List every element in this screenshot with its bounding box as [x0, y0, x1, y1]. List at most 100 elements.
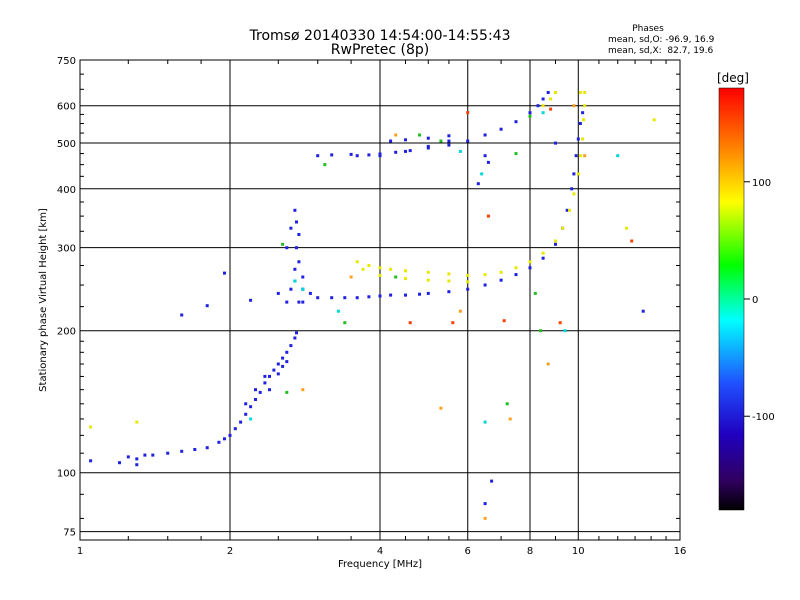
data-point: [630, 239, 634, 243]
x-tick-label: 10: [572, 546, 585, 557]
data-point: [289, 344, 293, 348]
data-point: [616, 154, 620, 158]
data-point: [581, 111, 585, 115]
data-point: [143, 453, 147, 457]
data-point: [378, 154, 382, 158]
data-point: [418, 133, 421, 137]
data-point: [486, 160, 490, 164]
data-point: [541, 104, 545, 108]
data-point: [258, 390, 262, 394]
phase-stats-o-line: mean, sd,O: -96.9, 16.9: [608, 35, 715, 45]
x-tick-label: 4: [377, 546, 383, 557]
data-point: [505, 402, 509, 406]
data-point: [205, 446, 209, 450]
data-point: [289, 287, 293, 291]
phase-stats-heading: Phases: [632, 24, 664, 34]
data-point: [180, 449, 184, 453]
colorbar-tick-label: 100: [752, 178, 771, 189]
data-point: [528, 266, 532, 270]
data-point: [502, 319, 506, 323]
data-point: [297, 260, 301, 264]
data-point: [576, 172, 580, 176]
data-point: [483, 133, 487, 137]
data-point: [426, 144, 430, 148]
data-point: [439, 139, 443, 143]
data-point: [223, 437, 226, 441]
data-point: [217, 440, 221, 444]
data-point: [295, 246, 298, 250]
data-point: [499, 127, 503, 131]
data-point: [426, 136, 430, 140]
data-point: [514, 273, 518, 277]
y-tick-label: 600: [57, 102, 76, 113]
data-point: [483, 283, 487, 287]
data-point: [308, 291, 312, 295]
data-point: [285, 360, 289, 364]
data-point: [426, 146, 430, 150]
data-point: [355, 260, 359, 264]
data-point: [239, 420, 243, 424]
data-point: [268, 374, 271, 378]
data-point: [404, 293, 407, 297]
data-point: [293, 336, 297, 340]
data-point: [558, 321, 562, 325]
y-tick-label: 750: [57, 56, 76, 67]
data-point: [554, 91, 557, 94]
data-point: [565, 208, 569, 212]
data-point: [316, 296, 320, 300]
data-point: [641, 309, 645, 313]
data-point: [568, 208, 571, 212]
data-point: [394, 150, 398, 154]
colorbar-tick-label: -100: [752, 412, 775, 423]
data-point: [541, 251, 545, 255]
data-point: [466, 139, 470, 143]
y-tick-label: 75: [63, 528, 76, 539]
data-point: [528, 260, 532, 264]
data-point: [466, 273, 470, 277]
data-point: [483, 420, 487, 424]
data-point: [289, 226, 293, 230]
data-point: [578, 91, 582, 94]
data-point: [349, 152, 353, 156]
data-point: [301, 275, 305, 279]
data-point: [268, 388, 271, 392]
data-point: [578, 154, 582, 158]
data-point: [343, 296, 347, 300]
data-point: [180, 313, 184, 317]
data-point: [549, 97, 553, 101]
data-point: [135, 463, 139, 467]
data-point: [223, 271, 226, 275]
data-point: [546, 91, 550, 94]
data-point: [539, 329, 543, 333]
data-point: [361, 267, 365, 271]
data-point: [249, 405, 253, 409]
data-point: [404, 277, 407, 281]
colorbar-tick-label: 0: [752, 295, 758, 306]
data-point: [447, 272, 451, 276]
x-tick-label: 2: [227, 546, 233, 557]
data-point: [295, 331, 298, 335]
data-point: [389, 293, 393, 297]
data-point: [514, 152, 518, 156]
data-point: [536, 104, 540, 108]
data-point: [389, 139, 393, 143]
chart-title: Tromsø 20140330 14:54:00-14:55:43: [249, 28, 511, 44]
data-point: [228, 433, 232, 437]
data-point: [572, 172, 576, 176]
axis-ticks: 1 2 4 6 8 10 16 75 100 200 300 400 500 600 750: [57, 56, 686, 557]
data-point: [118, 461, 121, 465]
y-tick-label: 200: [57, 327, 76, 338]
data-point: [447, 279, 451, 283]
data-point: [447, 134, 451, 138]
data-point: [426, 270, 430, 274]
data-point: [499, 270, 503, 274]
data-point: [244, 402, 248, 406]
data-point: [301, 388, 305, 392]
data-point: [408, 149, 412, 153]
phase-stats-x-line: mean, sd,X: 82.7, 19.6: [608, 46, 714, 56]
data-point: [166, 451, 170, 455]
data-point: [336, 309, 340, 313]
data-point: [554, 239, 557, 243]
data-point: [378, 152, 382, 156]
